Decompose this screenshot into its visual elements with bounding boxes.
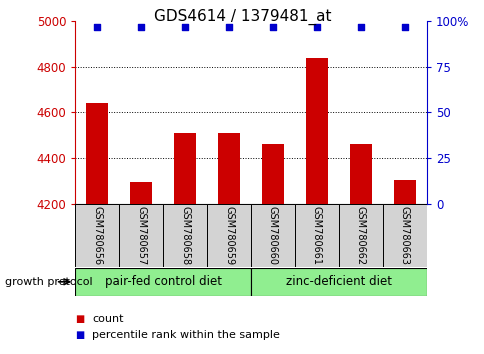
Bar xyxy=(130,182,152,204)
FancyBboxPatch shape xyxy=(119,204,163,267)
Bar xyxy=(393,179,415,204)
Text: GDS4614 / 1379481_at: GDS4614 / 1379481_at xyxy=(153,9,331,25)
Text: zinc-deficient diet: zinc-deficient diet xyxy=(285,275,391,288)
FancyBboxPatch shape xyxy=(382,204,426,267)
Bar xyxy=(349,144,371,204)
Point xyxy=(225,24,232,30)
FancyBboxPatch shape xyxy=(251,204,294,267)
Point xyxy=(93,24,101,30)
Bar xyxy=(86,103,108,204)
Text: ■: ■ xyxy=(75,330,84,339)
Text: GSM780660: GSM780660 xyxy=(268,206,277,265)
Point xyxy=(181,24,189,30)
Text: GSM780657: GSM780657 xyxy=(136,206,146,266)
Text: GSM780663: GSM780663 xyxy=(399,206,409,265)
Text: GSM780656: GSM780656 xyxy=(92,206,102,266)
FancyBboxPatch shape xyxy=(75,204,119,267)
FancyBboxPatch shape xyxy=(251,268,426,296)
Bar xyxy=(261,144,283,204)
FancyBboxPatch shape xyxy=(163,204,207,267)
Point xyxy=(312,24,320,30)
Bar xyxy=(218,133,240,204)
Point xyxy=(400,24,408,30)
Text: pair-fed control diet: pair-fed control diet xyxy=(105,275,221,288)
Text: ■: ■ xyxy=(75,314,84,324)
Bar xyxy=(305,58,327,204)
Text: percentile rank within the sample: percentile rank within the sample xyxy=(92,330,279,339)
Text: GSM780659: GSM780659 xyxy=(224,206,233,266)
FancyBboxPatch shape xyxy=(75,268,251,296)
FancyBboxPatch shape xyxy=(338,204,382,267)
Text: GSM780658: GSM780658 xyxy=(180,206,190,266)
Text: growth protocol: growth protocol xyxy=(5,277,92,287)
Text: GSM780661: GSM780661 xyxy=(311,206,321,265)
Point xyxy=(137,24,145,30)
Text: count: count xyxy=(92,314,123,324)
Bar xyxy=(174,133,196,204)
Point xyxy=(356,24,364,30)
FancyBboxPatch shape xyxy=(207,204,251,267)
Text: GSM780662: GSM780662 xyxy=(355,206,365,266)
Point xyxy=(269,24,276,30)
FancyBboxPatch shape xyxy=(294,204,338,267)
